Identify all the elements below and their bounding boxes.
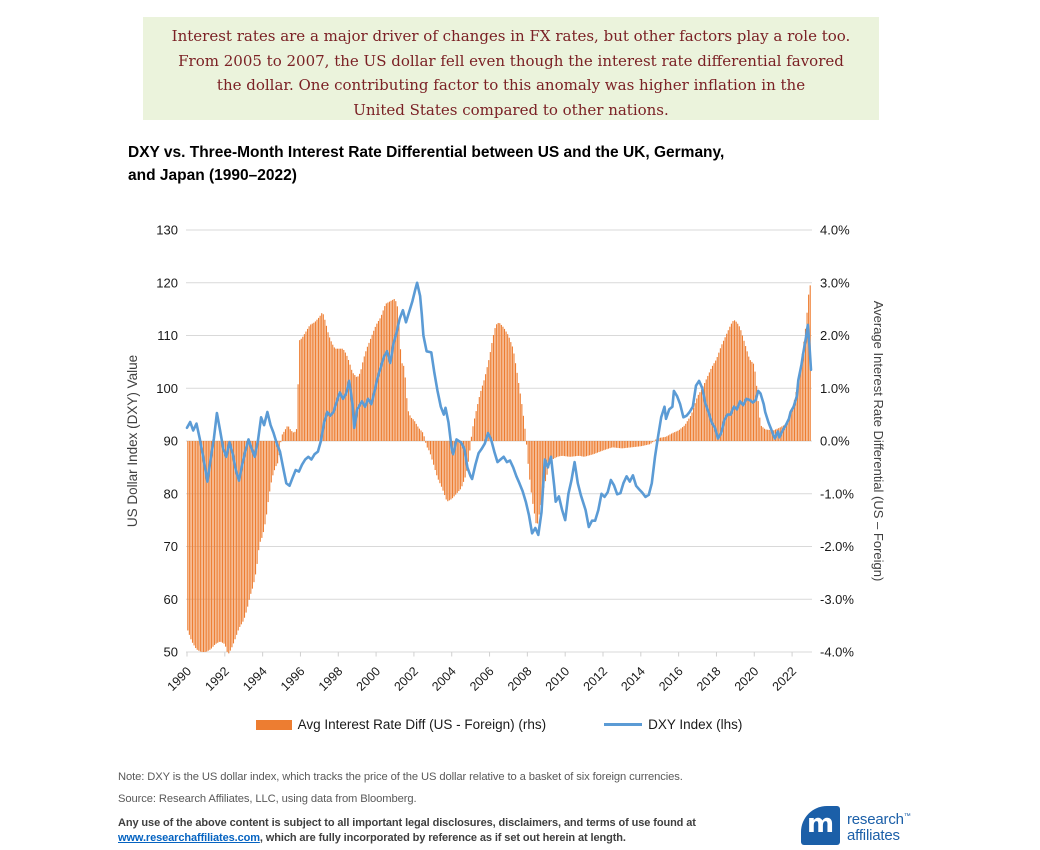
combo-chart: 130 120 110 100 90 80 70 60 50 4.0% 3.0% 2.0% 1.0% 0.… bbox=[125, 223, 886, 694]
svg-text:-1.0%: -1.0% bbox=[820, 486, 854, 501]
svg-text:4.0%: 4.0% bbox=[820, 223, 850, 238]
svg-text:3.0%: 3.0% bbox=[820, 275, 850, 290]
legend-item-rate-diff: Avg Interest Rate Diff (US - Foreign) (r… bbox=[255, 717, 547, 732]
svg-text:1996: 1996 bbox=[278, 664, 308, 694]
gridlines bbox=[186, 229, 812, 653]
svg-text:2008: 2008 bbox=[505, 664, 535, 694]
svg-text:70: 70 bbox=[164, 539, 178, 554]
svg-text:2018: 2018 bbox=[694, 664, 724, 694]
svg-text:2004: 2004 bbox=[429, 664, 459, 694]
x-axis-ticks bbox=[186, 652, 793, 657]
svg-text:-4.0%: -4.0% bbox=[820, 645, 854, 660]
svg-text:130: 130 bbox=[156, 223, 178, 238]
svg-text:1992: 1992 bbox=[202, 664, 232, 694]
svg-text:2014: 2014 bbox=[618, 664, 648, 694]
legal-link[interactable]: www.researchaffiliates.com bbox=[118, 832, 260, 844]
right-axis-tick-labels: 4.0% 3.0% 2.0% 1.0% 0.0% -1.0% -2.0% -3.0% -4.0% bbox=[820, 223, 854, 660]
svg-text:2006: 2006 bbox=[467, 664, 497, 694]
page-title-line2: and Japan (1990–2022) bbox=[128, 167, 297, 184]
legal-suffix: , which are fully incorporated by refere… bbox=[259, 832, 626, 844]
svg-text:2012: 2012 bbox=[581, 664, 611, 694]
chart-legend: Avg Interest Rate Diff (US - Foreign) (r… bbox=[118, 717, 880, 732]
svg-text:120: 120 bbox=[156, 275, 178, 290]
svg-text:2002: 2002 bbox=[391, 664, 421, 694]
page-title-line1: DXY vs. Three-Month Interest Rate Differ… bbox=[128, 144, 725, 161]
legal-line1: Any use of the above content is subject … bbox=[118, 817, 696, 829]
legal-text: Any use of the above content is subject … bbox=[118, 816, 778, 846]
dxy-line bbox=[185, 281, 813, 537]
ra-monogram-icon: m bbox=[801, 806, 840, 845]
callout-line: United States compared to other nations. bbox=[353, 100, 669, 119]
note-text: Note: DXY is the US dollar index, which … bbox=[118, 771, 683, 783]
svg-text:2000: 2000 bbox=[354, 664, 384, 694]
svg-text:-2.0%: -2.0% bbox=[820, 539, 854, 554]
left-axis-title: US Dollar Index (DXY) Value bbox=[125, 355, 140, 527]
svg-text:1.0%: 1.0% bbox=[820, 381, 850, 396]
page-title: DXY vs. Three-Month Interest Rate Differ… bbox=[128, 141, 918, 187]
legend-item-dxy: DXY Index (lhs) bbox=[604, 717, 742, 732]
logo-wordmark-line1: research bbox=[847, 811, 904, 828]
svg-text:1994: 1994 bbox=[240, 664, 270, 694]
svg-text:1990: 1990 bbox=[165, 664, 195, 694]
svg-text:80: 80 bbox=[164, 486, 178, 501]
right-axis-title: Average Interest Rate Differential (US –… bbox=[871, 301, 886, 582]
source-text: Source: Research Affiliates, LLC, using … bbox=[118, 793, 417, 805]
svg-text:100: 100 bbox=[156, 381, 178, 396]
logo-wordmark: research™ affiliates bbox=[847, 806, 911, 845]
legend-label-rate-diff: Avg Interest Rate Diff (US - Foreign) (r… bbox=[297, 717, 547, 732]
research-affiliates-logo: m research™ affiliates bbox=[801, 806, 911, 845]
svg-text:2020: 2020 bbox=[732, 664, 762, 694]
svg-text:2.0%: 2.0% bbox=[820, 328, 850, 343]
callout-line: From 2005 to 2007, the US dollar fell ev… bbox=[178, 51, 844, 70]
callout-line: the dollar. One contributing factor to t… bbox=[216, 76, 806, 94]
svg-text:50: 50 bbox=[164, 645, 178, 660]
logo-wordmark-line2: affiliates bbox=[847, 827, 900, 844]
svg-text:110: 110 bbox=[157, 328, 178, 343]
trademark-icon: ™ bbox=[903, 813, 911, 820]
rate-diff-bars bbox=[187, 285, 811, 654]
svg-text:2016: 2016 bbox=[656, 664, 686, 694]
svg-text:2010: 2010 bbox=[543, 664, 573, 694]
svg-text:-3.0%: -3.0% bbox=[820, 592, 854, 607]
callout-box: Interest rates are a major driver of cha… bbox=[143, 17, 879, 120]
callout-line: Interest rates are a major driver of cha… bbox=[171, 27, 851, 45]
line-swatch-icon bbox=[604, 722, 643, 727]
x-axis-labels: 1990 1992 1994 1996 1998 2000 2002 2004 2006 2008… bbox=[165, 664, 800, 694]
legend-label-dxy: DXY Index (lhs) bbox=[648, 717, 743, 732]
svg-text:60: 60 bbox=[164, 592, 178, 607]
svg-text:90: 90 bbox=[164, 434, 178, 449]
bar-swatch-icon bbox=[255, 719, 292, 730]
svg-text:0.0%: 0.0% bbox=[820, 434, 850, 449]
svg-text:2022: 2022 bbox=[770, 664, 800, 694]
svg-text:1998: 1998 bbox=[316, 664, 346, 694]
left-axis-tick-labels: 130 120 110 100 90 80 70 60 50 bbox=[156, 223, 178, 660]
